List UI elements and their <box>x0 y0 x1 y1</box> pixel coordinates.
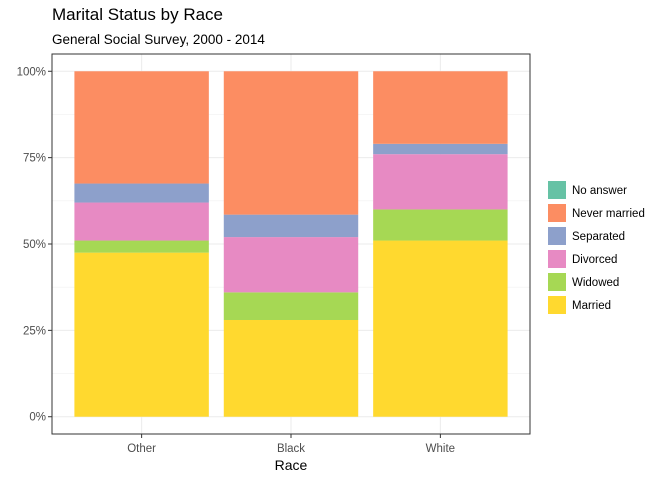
bar-segment-black-widowed <box>223 292 359 320</box>
y-tick-label: 25% <box>23 325 46 337</box>
bar-segment-white-separated <box>373 143 508 155</box>
x-tick-label: Other <box>127 443 156 455</box>
legend-key-no-answer <box>548 181 566 199</box>
y-tick-label: 0% <box>29 412 46 424</box>
y-tick-label: 75% <box>23 153 46 165</box>
bar-segment-white-married <box>373 240 508 417</box>
y-tick-label: 50% <box>23 239 46 251</box>
x-tick-label: White <box>426 443 455 455</box>
legend-label: Separated <box>572 231 625 243</box>
y-tick-label: 100% <box>17 66 46 78</box>
x-axis-title: Race <box>275 457 308 473</box>
legend-key-divorced <box>548 250 566 268</box>
chart-subtitle: General Social Survey, 2000 - 2014 <box>52 32 265 47</box>
legend-key-married <box>548 296 566 314</box>
legend-label: Never married <box>572 208 645 220</box>
bar-segment-black-divorced <box>223 237 359 293</box>
bar-segment-other-never-married <box>74 71 209 184</box>
bar-segment-white-never-married <box>373 71 508 144</box>
legend-key-widowed <box>548 273 566 291</box>
y-axis: 0% 25% 50% 75% 100% <box>17 66 52 424</box>
x-tick-label: Black <box>277 443 305 455</box>
bars <box>74 71 508 417</box>
bar-segment-black-separated <box>223 214 359 238</box>
x-axis: Other Black White <box>127 434 455 455</box>
bar-segment-other-divorced <box>74 202 209 241</box>
legend-key-separated <box>548 227 566 245</box>
bar-segment-white-widowed <box>373 209 508 241</box>
chart-title: Marital Status by Race <box>52 5 224 24</box>
bar-segment-black-married <box>223 320 359 417</box>
bar-segment-other-widowed <box>74 240 209 253</box>
legend: No answer Never married Separated Divorced W… <box>548 181 645 314</box>
bar-segment-black-never-married <box>223 71 359 215</box>
legend-label: No answer <box>572 185 627 197</box>
legend-label: Divorced <box>572 254 617 266</box>
bar-segment-white-divorced <box>373 154 508 210</box>
legend-label: Married <box>572 300 611 312</box>
bar-segment-other-married <box>74 252 209 417</box>
legend-label: Widowed <box>572 277 619 289</box>
legend-key-never-married <box>548 204 566 222</box>
bar-segment-other-separated <box>74 183 209 203</box>
